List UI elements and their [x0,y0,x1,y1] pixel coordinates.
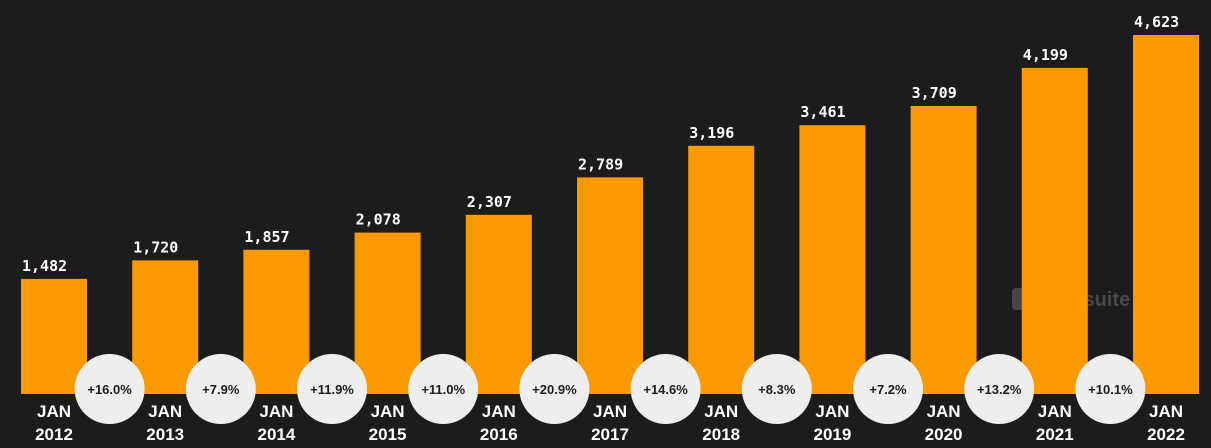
x-tick-label-month: JAN [1149,402,1183,421]
x-tick-label-month: JAN [593,402,627,421]
x-tick-label-year: 2015 [369,425,407,444]
bar-value-label: 2,078 [356,211,401,229]
growth-label: +11.0% [421,382,465,397]
bar-value-label: 1,720 [133,238,178,256]
x-tick-label-year: 2014 [257,425,295,444]
bar [132,260,199,394]
bar [799,125,866,394]
growth-bubble [297,354,367,424]
x-tick-label-year: 2019 [813,425,851,444]
x-tick-label-year: 2016 [480,425,518,444]
bar [243,249,310,394]
x-tick-label-month: JAN [927,402,961,421]
bar [21,278,87,394]
x-tick-label-month: JAN [148,402,182,421]
growth-label: +14.6% [643,382,688,397]
bar-value-label: 1,857 [244,228,289,246]
growth-label: +11.9% [310,382,354,397]
growth-label: +20.9% [532,382,577,397]
growth-bubbles-group: +16.0% +7.9% +11.9% +11.0% +20.9% +14.6% +8.3%… [74,354,1146,424]
bar-value-label: 3,709 [912,84,957,102]
x-tick-label-month: JAN [37,402,71,421]
growth-bubble [853,354,923,424]
bar [688,145,755,394]
growth-bubble [74,354,145,424]
x-tick-label-year: 2021 [1036,425,1074,444]
bar [465,214,532,394]
bar-value-label: 4,199 [1023,46,1068,64]
growth-label: +10.1% [1088,382,1133,397]
bar [1021,67,1088,395]
growth-label: +7.2% [869,382,907,397]
growth-bubble [630,354,701,424]
bar-value-label: 1,482 [22,257,67,275]
x-tick-label-month: JAN [482,402,516,421]
x-axis-labels-group: JAN 2012 JAN 2013 JAN 2014 JAN 2015 JAN 2016 JAN 20… [35,402,1185,444]
x-tick-label-year: 2022 [1147,425,1185,444]
growth-label: +8.3% [758,382,796,397]
growth-label: +16.0% [87,382,132,397]
bar [910,106,977,394]
growth-bubble [408,354,479,424]
x-tick-label-year: 2013 [146,425,184,444]
growth-bubble [1075,354,1146,424]
x-tick-label-month: JAN [815,402,849,421]
bar-value-label: 2,307 [467,193,512,211]
bars-group [21,35,1199,395]
x-tick-label-month: JAN [259,402,293,421]
x-tick-label-year: 2012 [35,425,73,444]
x-tick-label-year: 2020 [925,425,963,444]
bar-value-label: 3,461 [800,103,845,121]
growth-label: +13.2% [977,382,1022,397]
value-labels-group: 1,482 1,720 1,857 2,078 2,307 2,789 3,196 3,461… [22,13,1179,275]
x-tick-label-year: 2017 [591,425,629,444]
x-tick-label-year: 2018 [702,425,740,444]
bar-value-label: 2,789 [578,155,623,173]
growth-label: +7.9% [202,382,240,397]
growth-bubble [964,354,1035,424]
x-tick-label-month: JAN [371,402,405,421]
bar-value-label: 4,623 [1134,13,1179,31]
growth-bubble [185,354,256,424]
bar-value-label: 3,196 [689,124,734,142]
bar [354,232,421,394]
bar [1133,35,1199,394]
bar [577,177,643,394]
growth-bubble [519,354,590,424]
growth-bubble [741,354,812,424]
x-tick-label-month: JAN [1038,402,1072,421]
x-tick-label-month: JAN [704,402,738,421]
